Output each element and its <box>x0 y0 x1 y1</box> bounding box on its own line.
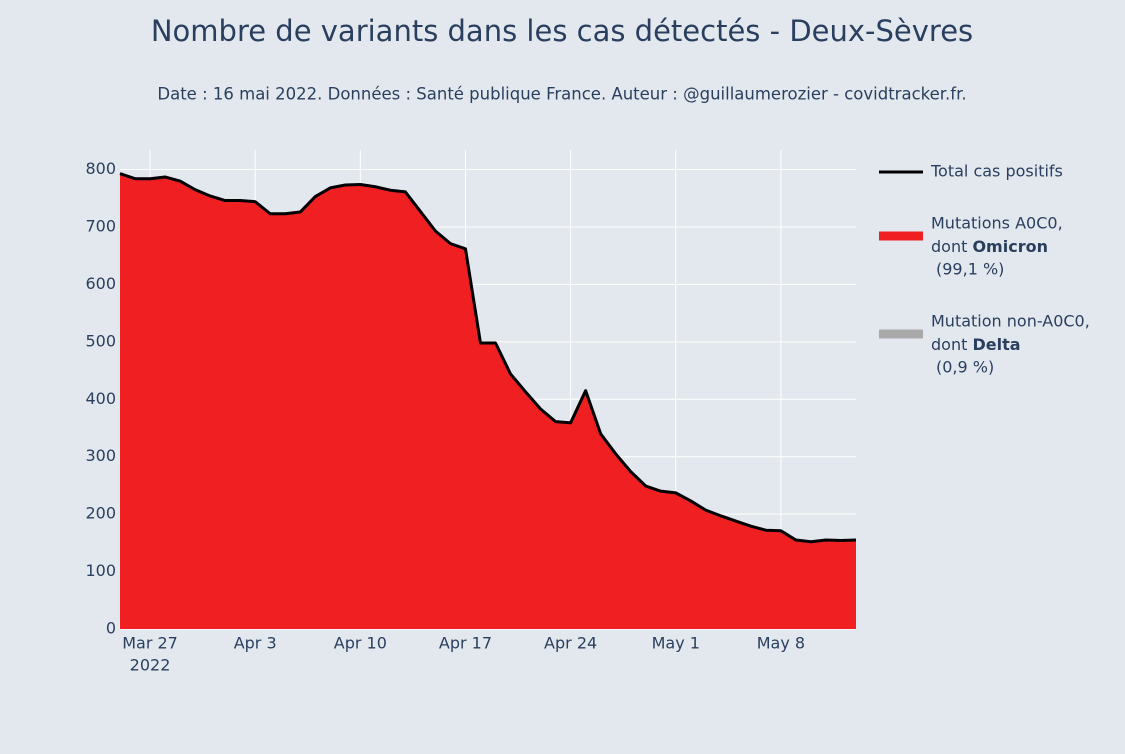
area <box>120 173 856 629</box>
x-tick-label: May 8 <box>757 634 805 653</box>
y-tick-label: 100 <box>85 561 116 580</box>
x-tick-label: Mar 27 <box>122 634 178 653</box>
x-tick-label: Apr 24 <box>544 634 597 653</box>
legend-label-bold: Delta <box>972 335 1020 354</box>
legend-label-bold: Omicron <box>972 237 1048 256</box>
y-tick-label: 200 <box>85 504 116 523</box>
chart-subtitle: Date : 16 mai 2022. Données : Santé publ… <box>157 85 966 104</box>
y-tick-label: 0 <box>106 619 116 638</box>
chart-title: Nombre de variants dans les cas détectés… <box>151 14 973 48</box>
x-tick-label: May 1 <box>652 634 700 653</box>
x-tick-year: 2022 <box>130 656 171 675</box>
legend-label: Mutations A0C0, <box>931 214 1063 233</box>
line <box>119 172 857 544</box>
y-tick-label: 500 <box>85 331 116 350</box>
legend-label: dont Delta <box>931 335 1021 354</box>
legend-label: Mutation non-A0C0, <box>931 312 1090 331</box>
legend-label-part: dont <box>931 335 972 354</box>
y-tick-label: 800 <box>85 159 116 178</box>
x-tick-label: Apr 3 <box>234 634 277 653</box>
x-tick-label: Apr 10 <box>334 634 387 653</box>
x-tick-label: Apr 17 <box>439 634 492 653</box>
y-tick-label: 600 <box>85 274 116 293</box>
legend-label: Total cas positifs <box>930 162 1063 181</box>
y-tick-label: 400 <box>85 389 116 408</box>
y-tick-label: 700 <box>85 216 116 235</box>
legend-label: (99,1 %) <box>936 260 1004 279</box>
legend-label-part: dont <box>931 237 972 256</box>
legend-label: dont Omicron <box>931 237 1048 256</box>
legend-label: (0,9 %) <box>936 358 994 377</box>
y-tick-label: 300 <box>85 446 116 465</box>
